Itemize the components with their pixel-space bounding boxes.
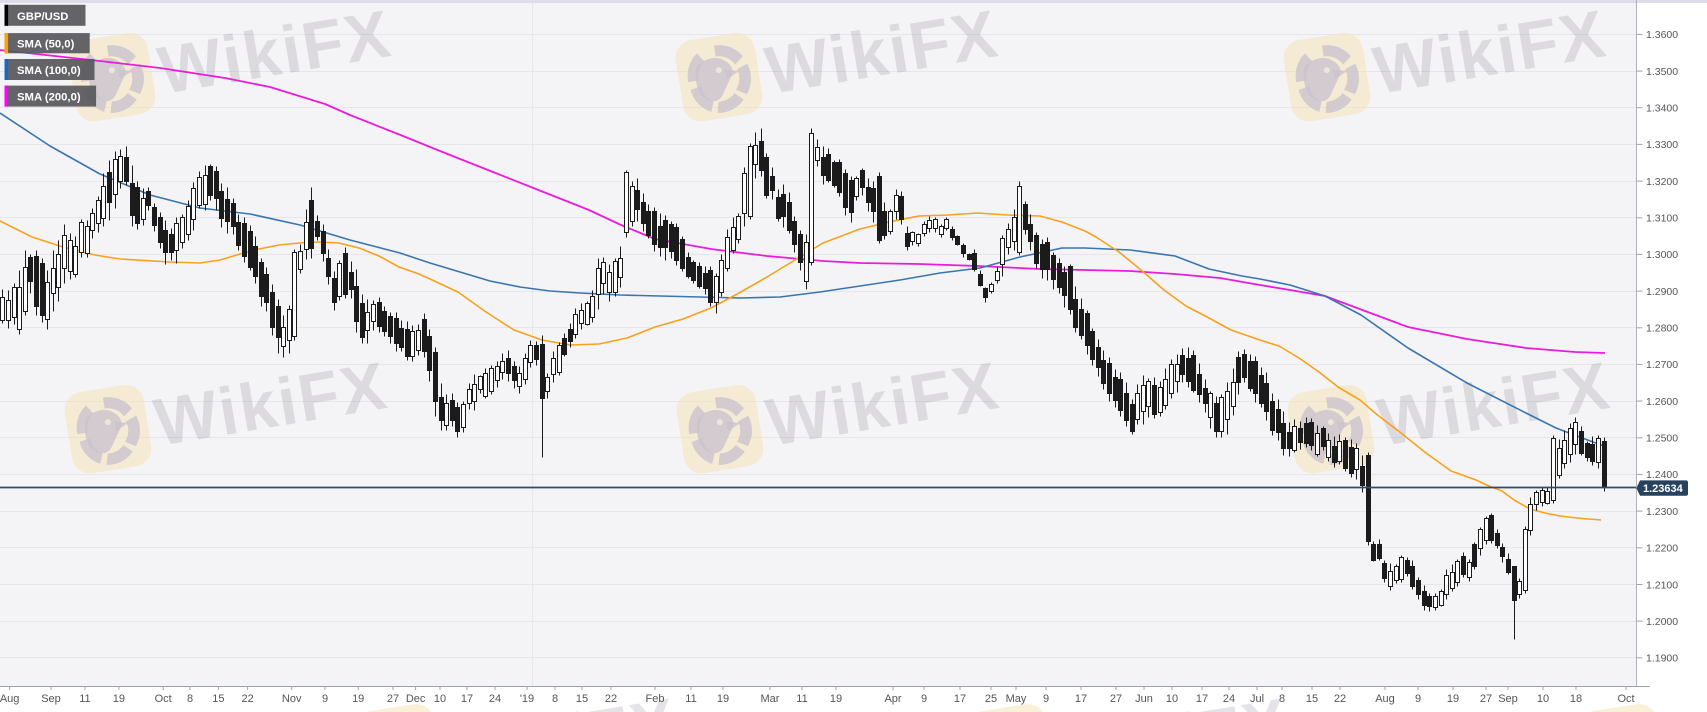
- svg-text:Mar: Mar: [761, 693, 780, 705]
- svg-text:May: May: [1006, 693, 1027, 705]
- svg-text:8: 8: [552, 693, 558, 705]
- svg-text:17: 17: [461, 693, 473, 705]
- svg-text:19: 19: [113, 693, 125, 705]
- svg-text:Nov: Nov: [282, 693, 302, 705]
- svg-text:Aug: Aug: [1375, 693, 1395, 705]
- svg-text:17: 17: [954, 693, 966, 705]
- svg-text:1.3000: 1.3000: [1646, 249, 1678, 261]
- svg-text:8: 8: [187, 693, 193, 705]
- svg-text:9: 9: [921, 693, 927, 705]
- svg-text:15: 15: [212, 693, 224, 705]
- svg-text:10: 10: [1537, 693, 1549, 705]
- svg-text:1.3400: 1.3400: [1646, 103, 1678, 115]
- svg-text:Jul: Jul: [1250, 693, 1264, 705]
- svg-text:9: 9: [1043, 693, 1049, 705]
- svg-text:1.23634: 1.23634: [1643, 483, 1684, 495]
- svg-text:9: 9: [322, 693, 328, 705]
- svg-text:Dec: Dec: [406, 693, 426, 705]
- svg-text:9: 9: [1415, 693, 1421, 705]
- svg-text:Sep: Sep: [41, 693, 61, 705]
- svg-text:8: 8: [1279, 693, 1285, 705]
- svg-text:1.3300: 1.3300: [1646, 139, 1678, 151]
- svg-text:1.2800: 1.2800: [1646, 323, 1678, 335]
- svg-text:GBP/USD: GBP/USD: [17, 11, 68, 23]
- svg-text:19: 19: [830, 693, 842, 705]
- svg-text:27: 27: [1480, 693, 1492, 705]
- svg-text:Oct: Oct: [155, 693, 172, 705]
- svg-text:27: 27: [387, 693, 399, 705]
- svg-text:1.2300: 1.2300: [1646, 506, 1678, 518]
- svg-text:SMA (100,0): SMA (100,0): [17, 65, 81, 77]
- svg-text:22: 22: [605, 693, 617, 705]
- svg-text:'19: '19: [520, 693, 534, 705]
- svg-text:1.2000: 1.2000: [1646, 616, 1678, 628]
- svg-text:1.2900: 1.2900: [1646, 286, 1678, 298]
- svg-text:SMA (50,0): SMA (50,0): [17, 39, 75, 51]
- svg-text:1.2400: 1.2400: [1646, 469, 1678, 481]
- svg-text:15: 15: [576, 693, 588, 705]
- svg-text:1.3500: 1.3500: [1646, 66, 1678, 78]
- svg-text:19: 19: [1447, 693, 1459, 705]
- svg-text:11: 11: [685, 693, 696, 705]
- svg-text:10: 10: [434, 693, 446, 705]
- svg-text:11: 11: [79, 693, 90, 705]
- svg-text:25: 25: [985, 693, 997, 705]
- svg-text:Oct: Oct: [1617, 693, 1634, 705]
- svg-text:Aug: Aug: [0, 693, 19, 705]
- svg-text:17: 17: [1075, 693, 1087, 705]
- svg-text:1.2200: 1.2200: [1646, 543, 1678, 555]
- svg-text:18: 18: [1570, 693, 1582, 705]
- svg-text:1.3600: 1.3600: [1646, 29, 1678, 41]
- svg-text:24: 24: [489, 693, 501, 705]
- svg-text:SMA (200,0): SMA (200,0): [17, 92, 81, 104]
- svg-text:Feb: Feb: [646, 693, 665, 705]
- svg-text:1.2600: 1.2600: [1646, 396, 1678, 408]
- svg-text:1.1900: 1.1900: [1646, 653, 1678, 665]
- svg-text:Apr: Apr: [884, 693, 901, 705]
- svg-text:1.3100: 1.3100: [1646, 213, 1678, 225]
- svg-text:Sep: Sep: [1498, 693, 1518, 705]
- svg-text:Jun: Jun: [1135, 693, 1153, 705]
- svg-text:11: 11: [796, 693, 807, 705]
- svg-text:22: 22: [241, 693, 253, 705]
- svg-text:1.2100: 1.2100: [1646, 579, 1678, 591]
- svg-text:1.2700: 1.2700: [1646, 359, 1678, 371]
- svg-text:19: 19: [717, 693, 729, 705]
- svg-text:27: 27: [1110, 693, 1122, 705]
- svg-text:22: 22: [1334, 693, 1346, 705]
- svg-text:1.3200: 1.3200: [1646, 176, 1678, 188]
- svg-text:24: 24: [1223, 693, 1235, 705]
- svg-text:19: 19: [352, 693, 364, 705]
- svg-text:10: 10: [1166, 693, 1178, 705]
- svg-text:17: 17: [1196, 693, 1208, 705]
- svg-text:1.2500: 1.2500: [1646, 433, 1678, 445]
- svg-text:15: 15: [1306, 693, 1318, 705]
